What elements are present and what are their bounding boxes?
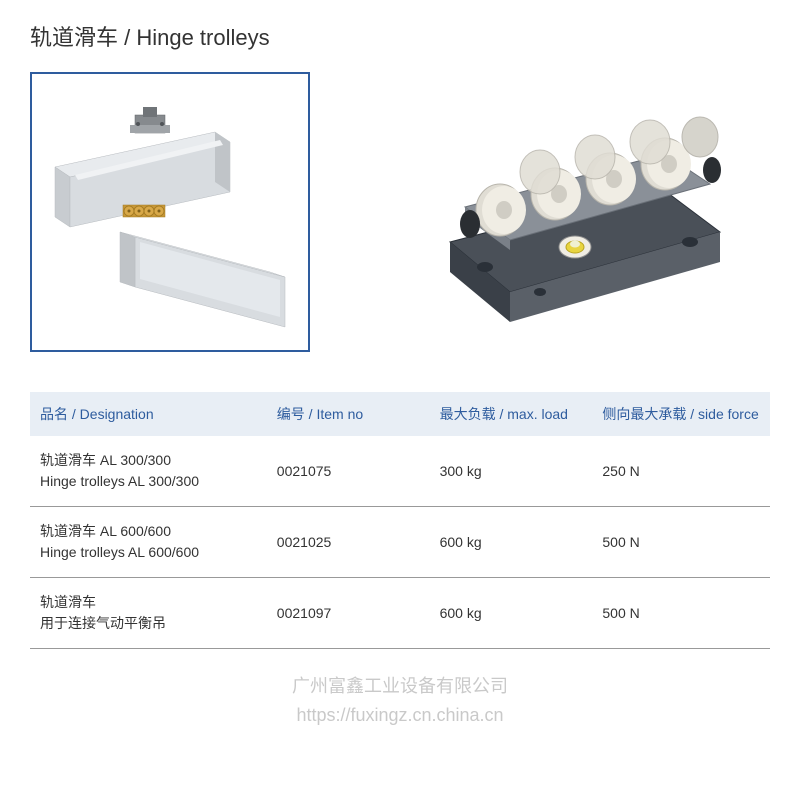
cell-designation: 轨道滑车 AL 600/600 Hinge trolleys AL 600/60… bbox=[30, 507, 267, 578]
rail-illustration-icon bbox=[35, 77, 305, 347]
rail-illustration-box bbox=[30, 72, 310, 352]
cell-maxload: 600 kg bbox=[430, 578, 593, 649]
watermark-line1: 广州富鑫工业设备有限公司 bbox=[292, 672, 508, 701]
cell-itemno: 0021097 bbox=[267, 578, 430, 649]
cell-designation: 轨道滑车 用于连接气动平衡吊 bbox=[30, 578, 267, 649]
designation-cn: 轨道滑车 bbox=[40, 592, 257, 613]
table-row: 轨道滑车 用于连接气动平衡吊 0021097 600 kg 500 N bbox=[30, 578, 770, 649]
spec-table: 品名 / Designation 编号 / Item no 最大负载 / max… bbox=[30, 392, 770, 649]
cell-sideforce: 500 N bbox=[592, 507, 770, 578]
header-designation: 品名 / Designation bbox=[30, 392, 267, 436]
watermark: 广州富鑫工业设备有限公司 https://fuxingz.cn.china.cn bbox=[292, 672, 508, 730]
cell-sideforce: 500 N bbox=[592, 578, 770, 649]
designation-cn: 轨道滑车 AL 300/300 bbox=[40, 450, 257, 471]
cell-itemno: 0021025 bbox=[267, 507, 430, 578]
designation-cn: 轨道滑车 AL 600/600 bbox=[40, 521, 257, 542]
designation-en: 用于连接气动平衡吊 bbox=[40, 613, 257, 634]
table-row: 轨道滑车 AL 300/300 Hinge trolleys AL 300/30… bbox=[30, 436, 770, 507]
trolley-illustration bbox=[350, 72, 770, 352]
header-maxload: 最大负载 / max. load bbox=[430, 392, 593, 436]
designation-en: Hinge trolleys AL 300/300 bbox=[40, 471, 257, 492]
designation-en: Hinge trolleys AL 600/600 bbox=[40, 542, 257, 563]
header-sideforce: 侧向最大承载 / side force bbox=[592, 392, 770, 436]
trolley-render-icon bbox=[360, 72, 760, 352]
table-header-row: 品名 / Designation 编号 / Item no 最大负载 / max… bbox=[30, 392, 770, 436]
images-row bbox=[30, 72, 770, 352]
page-title: 轨道滑车 / Hinge trolleys bbox=[30, 20, 770, 52]
header-itemno: 编号 / Item no bbox=[267, 392, 430, 436]
cell-designation: 轨道滑车 AL 300/300 Hinge trolleys AL 300/30… bbox=[30, 436, 267, 507]
cell-maxload: 600 kg bbox=[430, 507, 593, 578]
watermark-line2: https://fuxingz.cn.china.cn bbox=[292, 701, 508, 730]
cell-sideforce: 250 N bbox=[592, 436, 770, 507]
cell-itemno: 0021075 bbox=[267, 436, 430, 507]
cell-maxload: 300 kg bbox=[430, 436, 593, 507]
table-row: 轨道滑车 AL 600/600 Hinge trolleys AL 600/60… bbox=[30, 507, 770, 578]
